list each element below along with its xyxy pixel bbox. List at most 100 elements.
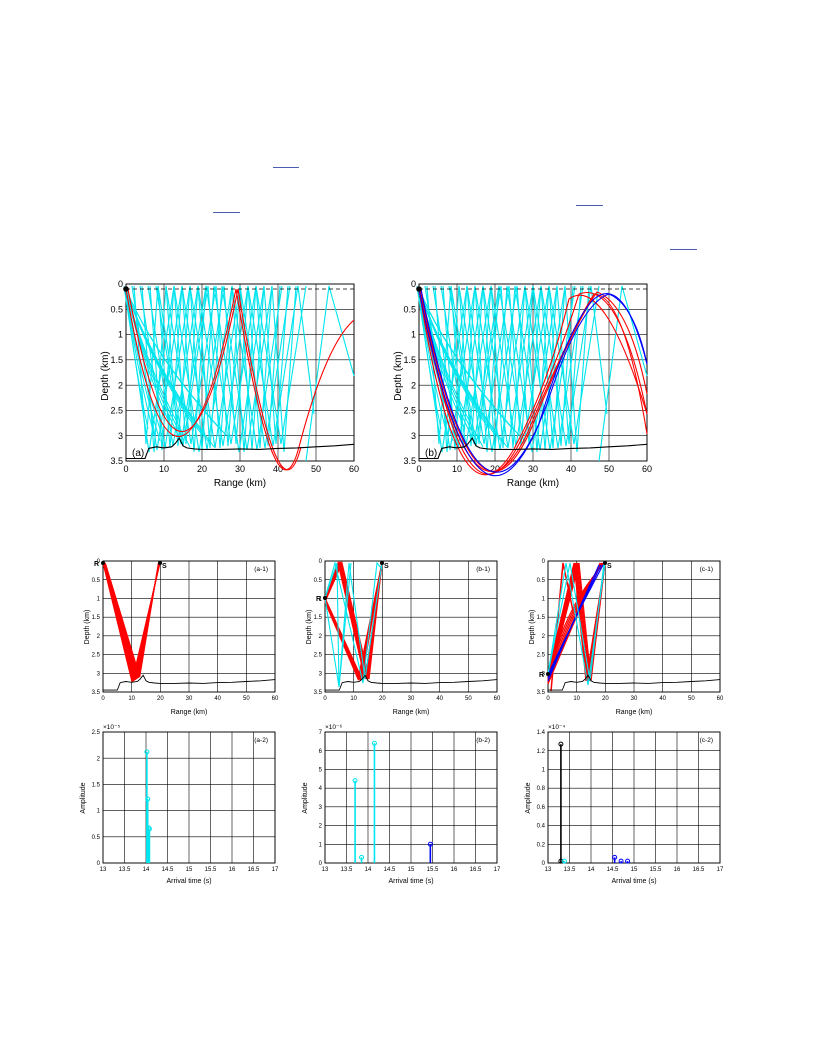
y-tick-label: 4 [319,786,323,792]
y-tick-label: 3.5 [110,456,123,466]
y-tick-label: 1 [97,809,101,815]
y-axis-label: Depth (km) [100,351,111,400]
arrival-marker [561,858,567,864]
y-tick-label: 3 [118,431,123,441]
y-tick-label: 1 [542,768,546,774]
panel-label: (b) [425,448,437,459]
surface-ray [324,562,352,688]
surface-ray [466,285,518,453]
y-tick-label: 0 [411,279,416,289]
x-tick-label: 40 [436,696,443,702]
axis-exponent: ×10⁻⁴ [548,724,565,731]
surface-ray [125,288,227,436]
surface-ray [305,285,355,462]
x-tick-label: 50 [465,696,472,702]
surface-ray [131,285,183,451]
y-tick-label: 3 [411,431,416,441]
y-tick-label: 0.8 [537,786,546,792]
panel-label: (a-1) [254,566,268,573]
surface-ray [532,285,584,449]
surface-ray [524,285,576,451]
x-tick-label: 15 [631,867,638,873]
arrival-marker [558,858,564,864]
axes-frame [324,731,498,864]
plot-area: 0 10 20 30 40 50 60 0 0.5 1 1.5 2 2.5 3 3.5 [110,279,359,474]
citation-link-4[interactable] [670,249,697,250]
y-tick-label: 0 [542,559,546,565]
surface-ray [213,285,265,453]
panel-label: (c-1) [700,566,713,573]
x-tick-label: 0 [416,464,421,474]
surface-ray [506,285,558,453]
arrival-marker [625,858,631,864]
arrival-marker [371,740,377,746]
bottom-ray [547,564,600,682]
surface-ray [263,285,289,445]
x-tick-label: 16 [229,867,236,873]
direct-ray [419,289,648,472]
arrival-marker [352,778,358,784]
x-tick-label: 60 [349,464,359,474]
amp-panel-a-2: 13 13.5 14 14.5 15 15.5 16 16.5 17 0 0.5 1 1.5 2 2.5 (… [80,724,279,885]
bathymetry-line [126,437,355,460]
y-tick-label: 0.5 [403,304,416,314]
y-tick-label: 1 [97,597,101,603]
y-tick-label: 2 [118,380,123,390]
arrival-marker [146,825,152,831]
citation-link-2[interactable] [213,212,240,213]
bathymetry-line [325,674,498,691]
surface-ray [474,285,526,451]
y-tick-label: 1 [319,597,323,603]
axes-frame [125,283,355,462]
y-tick-label: 3 [319,805,323,811]
plot-area: 0 10 20 30 40 50 60 0 0.5 1 1.5 2 2.5 3 3.5 R S [537,559,724,702]
axes-frame [102,560,276,693]
surface-ray [482,285,508,451]
x-tick-label: 0 [101,696,105,702]
x-tick-label: 0 [323,696,327,702]
surface-ray [181,285,233,451]
receiver-marker [101,561,105,565]
y-tick-label: 2.5 [110,406,123,416]
axes-frame [547,731,721,864]
y-tick-label: 7 [319,730,323,736]
y-tick-label: 0 [97,861,101,867]
x-tick-label: 60 [272,696,279,702]
y-tick-label: 5 [319,768,323,774]
surface-ray [448,285,500,445]
ray-panel-a-1: 0 10 20 30 40 50 60 0 0.5 1 1.5 2 2.5 3 3.5 R S (a-1) Ra… [84,559,279,716]
panel-label: (a-2) [254,737,268,744]
x-tick-label: 20 [379,696,386,702]
surface-ray [173,285,225,453]
source-marker [603,561,607,565]
y-tick-label: 0.4 [537,824,546,830]
y-tick-label: 3 [319,671,323,677]
x-tick-label: 17 [272,867,279,873]
panel-label: (b-2) [476,737,490,744]
y-tick-label: 1 [118,330,123,340]
receiver-label: R [94,561,99,568]
x-tick-label: 14 [143,867,150,873]
y-tick-label: 0.5 [92,835,101,841]
plot-area: 0 10 20 30 40 50 60 0 0.5 1 1.5 2 2.5 3 3.5 [403,279,652,477]
panel-label: (b-1) [476,566,490,573]
x-tick-label: 15 [408,867,415,873]
ray-panel-b-1: 0 10 20 30 40 50 60 0 0.5 1 1.5 2 2.5 3 3.5 R S (b-1) Ra… [306,559,501,716]
y-tick-label: 1.5 [537,615,546,621]
x-tick-label: 40 [273,464,283,474]
surface-ray [418,288,508,448]
axis-exponent: ×10⁻⁵ [103,724,120,731]
y-tick-label: 2 [319,634,323,640]
surface-ray [547,562,605,682]
arrival-marker [427,841,433,847]
surface-ray [424,285,476,451]
bathymetry-line [548,674,721,691]
x-tick-label: 30 [631,696,638,702]
x-tick-label: 60 [642,464,652,474]
y-tick-label: 2 [97,756,101,762]
surface-ray [155,285,207,445]
citation-link-3[interactable] [576,205,603,206]
y-axis-label: Amplitude [525,782,532,813]
citation-link-1[interactable] [273,167,299,168]
x-tick-label: 50 [604,464,614,474]
